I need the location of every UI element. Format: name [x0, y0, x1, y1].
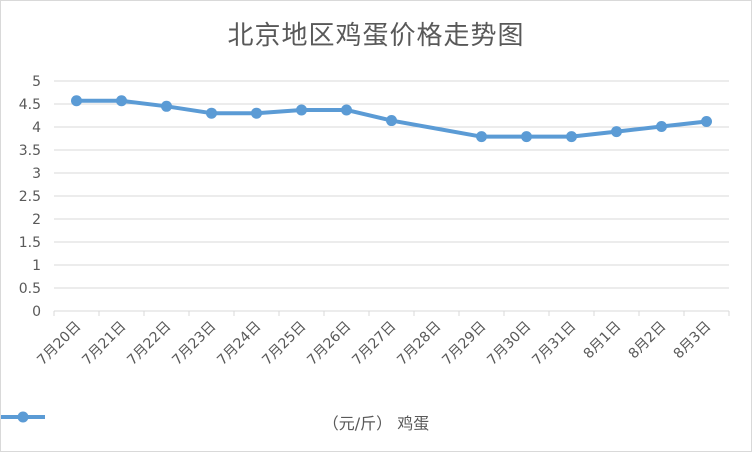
y-tick-label: 0.5 [19, 281, 41, 297]
y-tick-label: 1 [32, 258, 41, 274]
x-tick-label: 7月24日 [214, 319, 264, 369]
y-tick-label: 1.5 [19, 235, 41, 251]
data-point [296, 104, 307, 116]
data-point [161, 100, 172, 112]
series-line [74, 98, 709, 139]
data-point [341, 104, 352, 116]
data-point [386, 115, 397, 127]
y-tick-label: 2.5 [19, 189, 41, 205]
y-tick-label: 0 [32, 304, 41, 320]
legend-marker [1, 411, 45, 423]
data-point [701, 115, 712, 127]
x-tick-label: 7月22日 [124, 319, 174, 369]
x-tick-label: 7月29日 [439, 319, 489, 369]
y-tick-label: 5 [32, 74, 41, 90]
x-tick-label: 7月28日 [394, 319, 444, 369]
x-tick-label: 8月3日 [671, 319, 715, 363]
data-point [521, 131, 532, 143]
x-tick-label: 7月23日 [169, 319, 219, 369]
y-tick-label: 4.5 [19, 97, 41, 113]
x-tick-label: 7月30日 [484, 319, 534, 369]
x-tick-label: 7月27日 [349, 319, 399, 369]
data-point [476, 131, 487, 143]
y-tick-label: 3 [32, 166, 41, 182]
x-tick-label: 7月20日 [34, 319, 84, 369]
chart-title: 北京地区鸡蛋价格走势图 [227, 21, 525, 51]
data-point [116, 95, 127, 107]
x-tick-label: 8月2日 [626, 319, 670, 363]
data-point [206, 107, 217, 119]
x-tick-label: 7月31日 [529, 319, 579, 369]
data-point [251, 107, 262, 119]
y-tick-label: 4 [32, 120, 41, 136]
data-point [566, 131, 577, 143]
x-tick-label: 8月1日 [581, 319, 625, 363]
legend: （元/斤） 鸡蛋 [1, 410, 751, 434]
y-tick-label: 3.5 [19, 143, 41, 159]
data-point [656, 121, 667, 133]
legend-label: （元/斤） 鸡蛋 [322, 414, 430, 433]
x-tick-label: 7月21日 [79, 319, 129, 369]
y-tick-label: 2 [32, 212, 41, 228]
data-point [611, 126, 622, 138]
x-tick-label: 7月26日 [304, 319, 354, 369]
data-point [71, 95, 82, 107]
x-tick-label: 7月25日 [259, 319, 309, 369]
